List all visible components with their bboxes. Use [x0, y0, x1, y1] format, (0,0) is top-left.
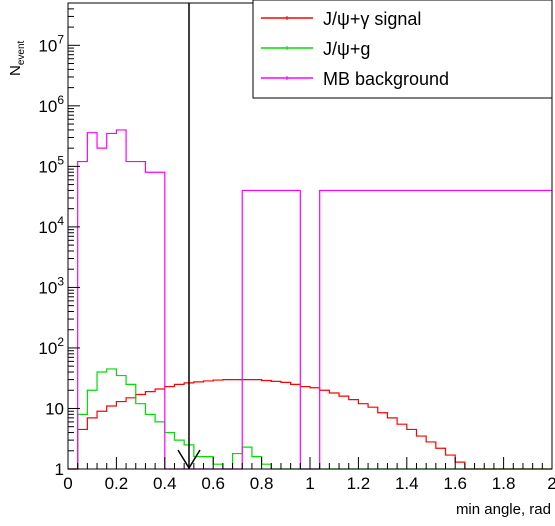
y-tick-label: 103: [38, 274, 64, 297]
y-tick-label: 106: [38, 93, 64, 116]
x-axis-title: min angle, rad: [456, 501, 551, 518]
x-tick-label: 1.4: [395, 474, 419, 493]
y-tick-label: 105: [38, 153, 64, 176]
x-tick-label: 0.2: [105, 474, 129, 493]
legend-box: [252, 0, 553, 99]
x-tick-label: 0.4: [153, 474, 177, 493]
legend-label: J/ψ+g: [323, 39, 370, 59]
y-tick-label: 10: [45, 399, 64, 418]
y-tick-label: 102: [38, 335, 64, 358]
x-tick-label: 0.8: [250, 474, 274, 493]
x-tick-label: 2: [547, 474, 555, 493]
series-line-2: [68, 129, 552, 470]
x-tick-label: 0.6: [201, 474, 225, 493]
x-tick-label: 1.2: [347, 474, 371, 493]
x-tick-label: 1: [305, 474, 314, 493]
x-tick-label: 1.8: [492, 474, 516, 493]
y-axis-title: Nevent: [7, 40, 27, 76]
y-tick-label: 1: [55, 460, 64, 479]
x-tick-label: 0: [63, 474, 72, 493]
cut-arrow: [177, 449, 201, 470]
y-tick-label: 107: [38, 32, 64, 55]
legend-label: J/ψ+γ signal: [323, 9, 421, 29]
x-tick-label: 1.6: [443, 474, 467, 493]
y-tick-label: 104: [38, 214, 64, 237]
legend-label: MB background: [323, 69, 449, 89]
